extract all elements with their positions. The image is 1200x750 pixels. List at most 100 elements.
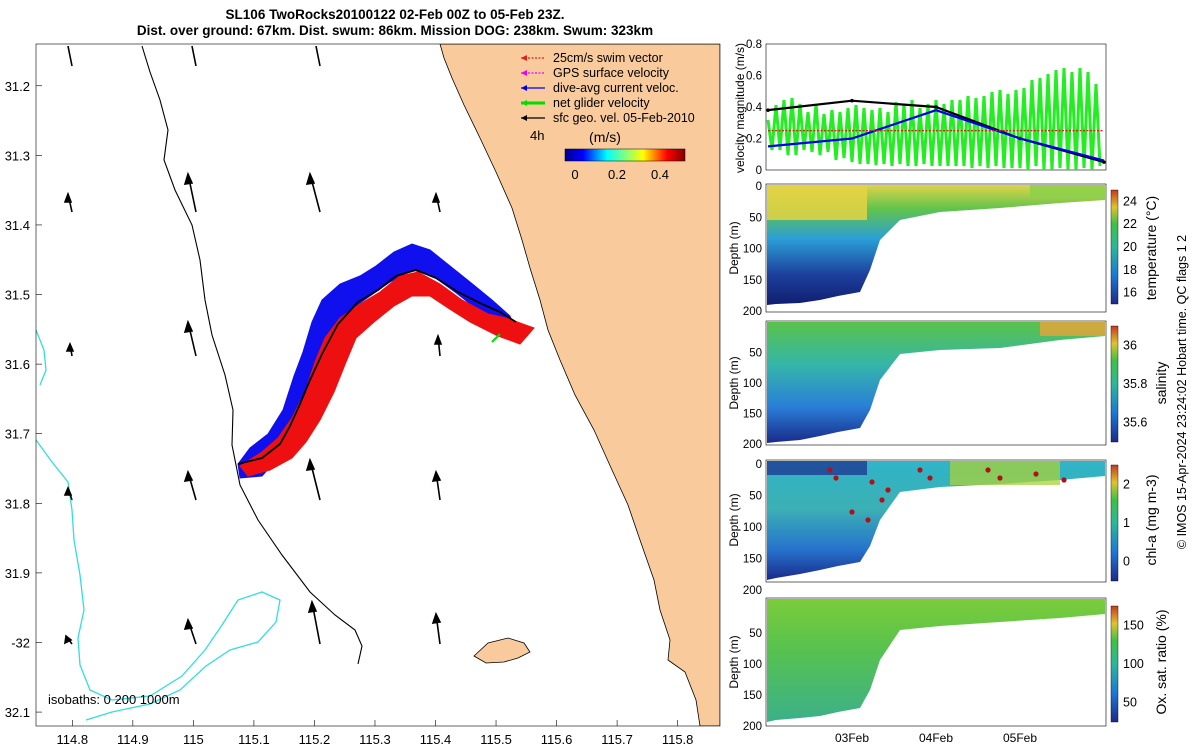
chla-cblabel: chl-a (mg m-3) — [1143, 474, 1159, 565]
island — [473, 637, 531, 664]
chla-hotspot-dot — [985, 467, 991, 473]
salinity-colorbar-tick-label: 35.8 — [1123, 377, 1147, 391]
map-y-tick-label: 31.5 — [5, 288, 30, 303]
salinity-colorbar-ticks: 35.6 35.8 36 — [1123, 338, 1147, 429]
oxygen-y-tick-label: 100 — [743, 659, 762, 671]
map-x-tick-label: 115.8 — [662, 732, 694, 747]
chla-hotspot-dot — [997, 475, 1003, 481]
velocity-series-line — [767, 108, 1105, 162]
map-x-tick-label: 115.2 — [299, 732, 331, 747]
isobath-200m — [141, 45, 363, 665]
map-y-tick-label: 31.7 — [5, 427, 30, 442]
isobath-label: isobaths: 0 200 1000m — [48, 692, 180, 707]
temperature-y-tick-label: 150 — [743, 275, 762, 287]
map-y-ticks: 31.2 31.3 31.4 31.5 31.6 31.7 31.8 31.9 -32 32.1 — [5, 79, 42, 720]
map-frame — [35, 43, 721, 727]
oxygen-y-ticks: 50 100 150 200 — [743, 628, 762, 733]
temperature-y-tick-label: 200 — [743, 306, 762, 318]
chla-ylabel: Depth (m) — [727, 493, 741, 546]
lag-label: 4h — [530, 128, 544, 143]
temperature-y-tick-label: 100 — [743, 244, 762, 256]
temperature-y-tick-label: 0 — [756, 181, 762, 193]
temperature-cblabel: temperature (°C) — [1143, 196, 1159, 300]
surface-velocity-arrows — [63, 45, 443, 645]
temperature-y-ticks: 0 50 100 150 200 — [743, 181, 762, 318]
chla-hotspot-dot — [879, 497, 885, 503]
trajectory-red-band — [239, 271, 535, 477]
chla-hotspot-dot — [885, 487, 891, 493]
map-x-tick-label: 115.6 — [541, 732, 573, 747]
temperature-colorbar-tick-label: 18 — [1123, 263, 1137, 277]
temperature-colorbar-tick-label: 16 — [1123, 286, 1137, 300]
map-x-tick-label: 115.4 — [420, 732, 452, 747]
legend-arrowhead — [521, 100, 527, 106]
glider-track — [237, 269, 517, 465]
map-x-tick-label: 115.1 — [238, 732, 270, 747]
salinity-cblabel: salinity — [1153, 362, 1169, 405]
chla-y-ticks: 0 50 100 150 200 — [743, 459, 762, 597]
chla-colorbar — [1110, 464, 1119, 582]
colorbar-tick-label: 0.2 — [608, 167, 626, 182]
title-line-2: Dist. over ground: 67km. Dist. swum: 86k… — [136, 23, 654, 38]
chla-y-tick-label: 200 — [743, 585, 762, 597]
chla-y-tick-label: 100 — [743, 522, 762, 534]
oxygen-field — [767, 599, 1105, 722]
chla-panel: 0 50 100 150 200 Depth (m) 0 1 2 chl-a (mg m-3… — [727, 459, 1159, 597]
oxygen-colorbar-tick-label: 150 — [1123, 618, 1144, 632]
oxygen-cblabel: Ox. sat. ratio (%) — [1153, 609, 1169, 714]
net-velocity-vector — [491, 333, 501, 343]
velocity-y-tick-label: 0.4 — [746, 102, 763, 114]
oxygen-y-tick-label: 50 — [749, 628, 762, 640]
velocity-ylabel: velocity magnitude (m/s) — [733, 43, 747, 173]
velocity-series-point — [766, 108, 770, 112]
time-x-tick-label: 05Feb — [1003, 731, 1037, 745]
oxygen-ylabel: Depth (m) — [727, 635, 741, 688]
salinity-colorbar-tick-label: 36 — [1123, 338, 1137, 352]
velocity-y-ticks: 0 0.2 0.4 0.6 0.8 — [746, 39, 763, 177]
chla-y-tick-label: 0 — [756, 459, 762, 471]
chla-hotspot-dot — [927, 475, 933, 481]
chla-colorbar-tick-label: 2 — [1123, 477, 1130, 491]
salinity-colorbar — [1110, 325, 1119, 443]
salinity-colorbar-tick-label: 35.6 — [1123, 416, 1147, 430]
map-panel: 31.231.331.431.531.631.731.831.9-3232.1 … — [5, 43, 721, 747]
map-x-tick-label: 115.3 — [359, 732, 391, 747]
chla-high-points — [827, 467, 1067, 523]
legend-label: 25cm/s swim vector — [553, 51, 663, 65]
temperature-colorbar-ticks: 16 18 20 22 24 — [1123, 194, 1137, 299]
legend-arrowhead — [521, 70, 527, 76]
chla-field — [767, 461, 1105, 580]
map-y-tick-label: 31.4 — [5, 218, 30, 233]
temperature-panel: 0 50 100 150 200 Depth (m) 16 18 20 22 24 temper… — [727, 181, 1159, 318]
figure-title: SL106 TwoRocks20100122 02-Feb 00Z to 05-… — [40, 7, 750, 39]
velocity-y-tick-label: 0.6 — [746, 71, 762, 83]
temperature-colorbar-tick-label: 20 — [1123, 240, 1137, 254]
chla-y-tick-label: 150 — [743, 554, 762, 566]
salinity-field — [767, 322, 1105, 443]
legend-arrowhead — [521, 85, 527, 91]
colorbar-tick-label: 0.4 — [651, 167, 669, 182]
velocity-series-point — [850, 98, 854, 103]
speed-colorbar-ticks: 0 0.2 0.4 — [571, 167, 669, 182]
temperature-colorbar-tick-label: 24 — [1123, 194, 1137, 208]
map-x-tick-label: 115.7 — [601, 732, 633, 747]
salinity-ylabel: Depth (m) — [727, 356, 741, 409]
chla-hotspot-dot — [827, 467, 833, 473]
temperature-surface-warm — [767, 185, 867, 220]
map-y-tick-label: 31.8 — [5, 496, 30, 511]
salinity-y-tick-label: 100 — [743, 378, 762, 390]
velocity-y-tick-label: 0 — [756, 165, 762, 177]
net-velocity-oscillation — [766, 67, 1102, 171]
oxygen-colorbar — [1110, 605, 1119, 723]
legend-arrowhead — [521, 115, 527, 121]
chla-hotspot-dot — [917, 467, 923, 473]
temperature-colorbar — [1110, 189, 1119, 305]
isobath-1000m — [36, 329, 281, 721]
chla-hotspot-dot — [869, 479, 875, 485]
map-y-tick-label: 31.3 — [5, 148, 30, 163]
map-x-tick-label: 114.8 — [57, 732, 89, 747]
time-x-ticks: 03Feb 04Feb 05Feb — [835, 731, 1037, 745]
map-x-tick-label: 115.5 — [480, 732, 512, 747]
colorbar-units: (m/s) — [589, 129, 621, 145]
